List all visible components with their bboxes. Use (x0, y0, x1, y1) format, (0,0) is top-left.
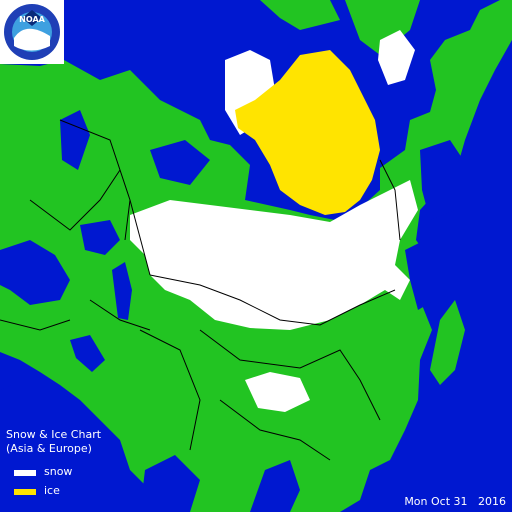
arabian-sea (140, 455, 200, 512)
baltic-sea (60, 110, 90, 170)
legend: Snow & Ice Chart (Asia & Europe) snow ic… (6, 428, 102, 497)
red-sea (0, 385, 30, 430)
noaa-logo-text: NOAA (19, 15, 45, 24)
persian-gulf (70, 335, 105, 372)
japan (430, 300, 465, 385)
legend-title-line2: (Asia & Europe) (6, 442, 92, 455)
noaa-logo: NOAA (0, 0, 64, 64)
arctic-land (260, 0, 340, 30)
okhotsk-sea (420, 140, 470, 220)
white-sea (150, 140, 210, 185)
caspian-sea (112, 262, 132, 320)
borders (0, 119, 401, 461)
snow-siberia (130, 180, 418, 330)
legend-title-line1: Snow & Ice Chart (6, 428, 102, 441)
bay-of-bengal (250, 460, 300, 512)
date-label: Mon Oct 31 2016 (404, 495, 506, 508)
ice-swatch (14, 489, 36, 495)
snow-tibet (245, 372, 310, 412)
ice-label: ice (44, 484, 60, 497)
arctic-land-east (345, 0, 420, 55)
japan-sea (405, 240, 440, 310)
snow-ne (378, 30, 415, 85)
snow-label: snow (44, 465, 73, 478)
mediterranean-sea (0, 240, 70, 305)
snow-swatch (14, 470, 36, 476)
sea-ice (235, 50, 380, 215)
black-sea (80, 220, 120, 255)
